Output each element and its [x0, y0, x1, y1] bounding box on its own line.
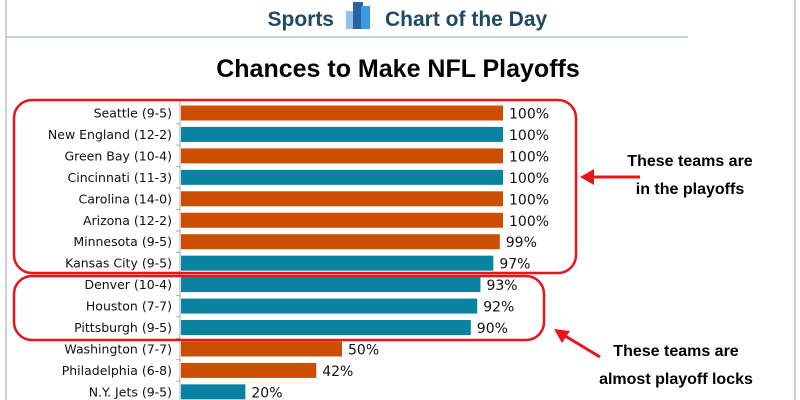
value-label: 100% [509, 107, 549, 123]
category-label: N.Y. Jets (9-5) [89, 384, 172, 399]
header-sports: Sports [267, 8, 334, 31]
bar [181, 212, 503, 228]
value-label: 100% [509, 214, 549, 230]
category-label: Denver (10-4) [84, 277, 172, 292]
category-label: Minnesota (9-5) [73, 234, 172, 249]
category-label: Green Bay (10-4) [64, 148, 172, 163]
bar [181, 384, 246, 400]
bar [181, 126, 503, 142]
category-label: Houston (7-7) [86, 299, 172, 314]
value-label: 100% [509, 171, 549, 187]
value-label: 42% [322, 364, 353, 380]
chart-title: Chances to Make NFL Playoffs [216, 55, 580, 83]
bar [181, 341, 342, 357]
bar [181, 191, 503, 207]
category-label: Kansas City (9-5) [65, 256, 172, 271]
bar-chart-logo-icon [346, 2, 370, 29]
header-chart-of-the-day: Chart of the Day [385, 8, 548, 31]
bar [181, 234, 500, 250]
value-label: 93% [486, 278, 517, 294]
bar [181, 255, 494, 271]
bar [181, 277, 481, 293]
value-label: 100% [509, 192, 549, 208]
category-label: Pittsburgh (9-5) [74, 320, 172, 335]
annotation-playoffs-line2: in the playoffs [636, 181, 745, 198]
group-highlight-playoffs [12, 98, 578, 275]
bar [181, 169, 503, 185]
value-label: 20% [251, 385, 282, 400]
annotation-locks-line2: almost playoff locks [599, 371, 753, 388]
value-label: 90% [477, 321, 508, 337]
category-label: Washington (7-7) [64, 341, 172, 356]
value-label: 97% [499, 257, 530, 273]
category-label: Philadelphia (6-8) [62, 363, 172, 378]
category-label: Seattle (9-5) [94, 106, 172, 121]
value-label: 50% [348, 342, 379, 358]
category-label: Cincinnati (11-3) [68, 170, 172, 185]
bar [181, 362, 317, 378]
value-label: 92% [483, 300, 514, 316]
bar [181, 298, 478, 314]
bar [181, 320, 471, 335]
arrow-playoffs [580, 169, 640, 185]
bar [181, 148, 503, 164]
bar [181, 105, 503, 121]
value-label: 100% [509, 128, 549, 144]
category-label: New England (12-2) [48, 127, 172, 142]
category-label: Arizona (12-2) [83, 213, 172, 228]
arrow-locks [554, 329, 601, 359]
category-label: Carolina (14-0) [78, 191, 172, 206]
annotation-playoffs-line1: These teams are [627, 153, 753, 170]
value-label: 99% [506, 235, 537, 251]
value-label: 100% [509, 149, 549, 165]
group-highlight-locks [12, 274, 546, 342]
annotation-locks-line1: These teams are [613, 343, 739, 360]
